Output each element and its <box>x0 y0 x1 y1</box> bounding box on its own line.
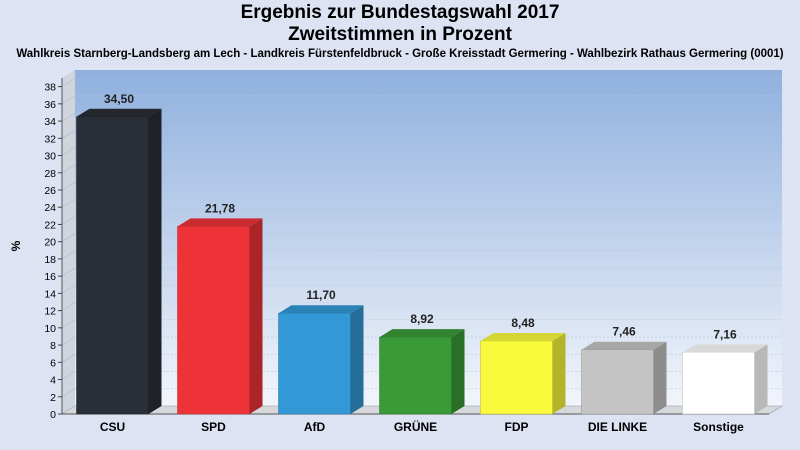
grid-line-side <box>61 405 76 415</box>
grid-line-side <box>61 354 76 363</box>
grid-line-side <box>61 181 76 191</box>
data-label: 7,16 <box>713 327 737 341</box>
bar-top <box>480 332 566 341</box>
chart-title: Ergebnis zur Bundestagswahl 2017 <box>240 2 560 23</box>
grid-line-side <box>61 319 76 329</box>
y-tick-label: 26 <box>44 185 56 197</box>
y-tick-label: 6 <box>50 357 56 369</box>
y-tick-label: 10 <box>44 323 56 335</box>
y-tick-label: 12 <box>44 306 56 318</box>
bar <box>581 349 654 415</box>
y-tick-label: 8 <box>50 340 56 352</box>
plot-side-wall <box>62 70 75 414</box>
data-label: 8,92 <box>410 312 434 326</box>
bar <box>682 352 755 415</box>
x-tick-label: SPD <box>201 420 226 434</box>
chart-subtitle: Wahlkreis Starnberg-Landsberg am Lech - … <box>16 48 784 60</box>
grid-line-side <box>61 285 76 294</box>
y-tick-label: 14 <box>44 288 56 300</box>
y-tick-label: 36 <box>44 99 56 111</box>
grid-line-side <box>61 371 76 380</box>
bar-side <box>451 329 465 414</box>
bar-side <box>148 108 162 415</box>
bar <box>379 336 452 415</box>
bar <box>76 116 149 415</box>
data-label: 7,46 <box>612 325 636 339</box>
x-tick-label: GRÜNE <box>394 419 437 434</box>
grid-line-side <box>61 198 76 208</box>
chart-header: Ergebnis zur Bundestagswahl 2017 Zweitst… <box>0 2 800 62</box>
bar-side <box>754 344 768 414</box>
grid-line-side <box>61 130 76 139</box>
bar-side <box>350 305 364 414</box>
y-axis-label: % <box>9 240 23 251</box>
y-tick-label: 16 <box>44 271 56 283</box>
y-tick-label: 22 <box>44 219 56 231</box>
y-tick-label: 18 <box>44 254 56 266</box>
grid-line-side <box>61 147 76 156</box>
y-tick-label: 20 <box>44 237 56 249</box>
y-tick-label: 2 <box>50 392 56 404</box>
y-tick-label: 28 <box>44 168 56 180</box>
y-tick-label: 30 <box>44 151 56 163</box>
grid-line-side <box>61 250 76 260</box>
data-label: 21,78 <box>205 201 235 215</box>
y-tick-label: 38 <box>44 82 56 94</box>
bar <box>480 340 553 415</box>
grid-line-side <box>61 95 76 105</box>
grid-line-side <box>61 164 76 174</box>
bar-side <box>552 332 566 414</box>
bar-side <box>249 218 263 414</box>
bar-top <box>682 344 768 353</box>
bar-side <box>653 341 667 414</box>
x-tick-label: DIE LINKE <box>588 420 647 434</box>
x-tick-label: Sonstige <box>693 420 744 434</box>
grid-line-side <box>61 216 76 225</box>
bar-top <box>76 108 162 117</box>
bar-top <box>379 329 465 338</box>
data-label: 8,48 <box>511 316 535 330</box>
grid-line-side <box>61 336 76 346</box>
y-tick-label: 24 <box>44 202 56 214</box>
data-label: 34,50 <box>104 92 134 106</box>
y-tick-label: 0 <box>50 409 56 421</box>
grid-line-side <box>61 388 76 398</box>
grid-line-side <box>61 267 76 277</box>
grid-line-side <box>61 233 76 242</box>
bar-top <box>278 305 364 314</box>
chart-title-2: Zweitstimmen in Prozent <box>288 24 512 45</box>
bar-top <box>581 341 667 350</box>
x-tick-label: CSU <box>100 420 125 434</box>
bar <box>177 226 250 415</box>
bar-top <box>177 218 263 227</box>
y-tick-label: 32 <box>44 133 56 145</box>
grid-line-side <box>61 78 76 87</box>
y-tick-label: 34 <box>44 116 56 128</box>
x-tick-label: AfD <box>304 420 326 434</box>
x-tick-label: FDP <box>505 420 529 434</box>
bar <box>278 312 351 415</box>
grid-line-side <box>61 112 76 122</box>
y-tick-label: 4 <box>50 375 56 387</box>
grid-line-side <box>61 302 76 311</box>
data-label: 11,70 <box>306 288 336 302</box>
